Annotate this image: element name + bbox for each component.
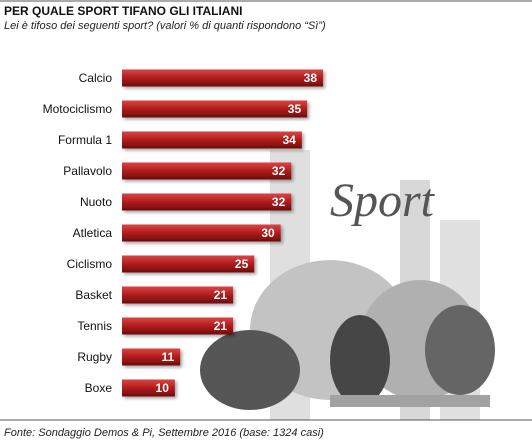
bar — [122, 379, 175, 397]
value-label: 21 — [214, 319, 228, 333]
value-label: 32 — [272, 164, 286, 178]
background-text: Sport — [330, 174, 436, 227]
category-label: Nuoto — [80, 195, 112, 209]
category-label: Pallavolo — [63, 164, 112, 178]
bar — [122, 162, 292, 180]
bar — [122, 255, 255, 273]
value-label: 10 — [156, 381, 170, 395]
value-label: 11 — [162, 350, 175, 364]
source-note: Fonte: Sondaggio Demos & Pi, Settembre 2… — [4, 427, 324, 439]
bar — [122, 69, 324, 87]
category-label: Tennis — [77, 319, 112, 333]
value-label: 25 — [235, 257, 249, 271]
chart-subtitle: Lei è tifoso dei seguenti sport? (valori… — [4, 20, 326, 32]
bar — [122, 100, 308, 118]
bar — [122, 348, 181, 366]
value-label: 32 — [272, 195, 286, 209]
bar — [122, 131, 302, 149]
value-label: 38 — [304, 71, 318, 85]
category-label: Calcio — [79, 71, 113, 85]
category-label: Formula 1 — [58, 133, 112, 147]
bar — [122, 317, 234, 335]
bar — [122, 286, 234, 304]
bar — [122, 193, 292, 211]
value-label: 34 — [283, 133, 297, 147]
value-label: 21 — [214, 288, 228, 302]
category-label: Basket — [75, 288, 112, 302]
value-label: 35 — [288, 102, 302, 116]
category-label: Ciclismo — [67, 257, 113, 271]
bar — [122, 224, 281, 242]
category-label: Atletica — [73, 226, 113, 240]
category-label: Motociclismo — [43, 102, 113, 116]
chart-title: PER QUALE SPORT TIFANO GLI ITALIANI — [4, 4, 242, 18]
value-label: 30 — [261, 226, 275, 240]
background-art — [200, 150, 495, 420]
category-label: Boxe — [85, 381, 113, 395]
category-label: Rugby — [77, 350, 112, 364]
